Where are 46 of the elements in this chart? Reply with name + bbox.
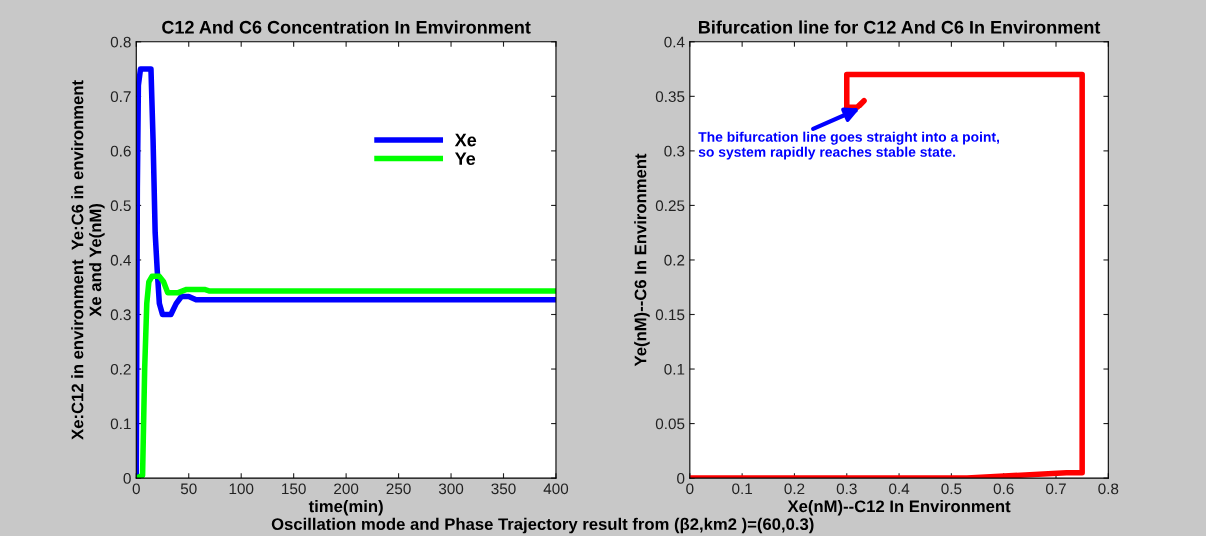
- y-tick-label: 0.2: [664, 254, 685, 266]
- y-tick-label: 0.2: [110, 363, 131, 375]
- x-tick-label: 0.4: [889, 483, 910, 495]
- x-axis-title: Xe(nM)--C12 In Environment: [787, 499, 1011, 516]
- y-tick-label: 0.3: [110, 309, 131, 321]
- y-tick-label: 0.7: [110, 91, 131, 103]
- x-tick-label: 300: [438, 483, 464, 495]
- x-axis-title: time(min): [308, 499, 383, 516]
- annotation: The bifurcation line goes straight into a point, so system rapidly reaches stable state.: [698, 131, 999, 160]
- chart-title: Bifurcation line for C12 And C6 In Environment: [698, 20, 1101, 34]
- y-tick-label: 0.5: [110, 200, 131, 212]
- x-tick-label: 0.8: [1098, 483, 1119, 495]
- x-tick-label: 150: [282, 483, 306, 495]
- x-tick-label: 0.3: [836, 483, 857, 495]
- x-tick-label: 0.5: [941, 483, 962, 495]
- x-tick-label: 200: [334, 483, 359, 495]
- x-tick-label: 400: [543, 483, 569, 495]
- y-tick-label: 0: [123, 472, 131, 484]
- text: Oscillation mode and Phase Trajectory result from (β2,km2 )=(60,0.3): [271, 517, 814, 534]
- y-tick-label: 0.1: [110, 418, 131, 430]
- x-tick-label: 50: [180, 483, 197, 495]
- y-tick-label: 0.4: [110, 254, 131, 266]
- y-tick-label: 0.1: [664, 363, 685, 375]
- y-tick-label: 0.35: [655, 91, 685, 103]
- y-tick-label: 0.25: [655, 200, 685, 212]
- x-tick-label: 0: [132, 483, 140, 495]
- y-tick-label: 0.15: [655, 309, 685, 321]
- y-tick-label: 0: [677, 472, 685, 484]
- x-tick-label: 250: [386, 483, 411, 495]
- x-tick-label: 0.1: [732, 483, 753, 495]
- x-tick-label: 0.2: [784, 483, 805, 495]
- y-axis-title: Xe:C12 in environment Ye:C6 in environment Xe and Ye(nM): [71, 80, 105, 440]
- x-tick-label: 0.7: [1045, 483, 1066, 495]
- x-tick-label: 100: [229, 483, 254, 495]
- chart-title: C12 And C6 Concentration In Emvironment: [162, 20, 531, 34]
- y-tick-label: 0.8: [110, 36, 131, 48]
- x-tick-label: 0: [686, 483, 694, 495]
- y-tick-label: 0.4: [664, 36, 685, 48]
- y-tick-label: 0.6: [110, 145, 131, 157]
- y-tick-label: 0.3: [664, 145, 685, 157]
- legend-label: Ye: [454, 152, 476, 166]
- y-tick-label: 0.05: [655, 418, 685, 430]
- x-tick-label: 350: [491, 483, 516, 495]
- legend-label: Xe: [454, 133, 477, 147]
- y-axis-title: Ye(nM)--C6 In Environment: [634, 153, 650, 367]
- x-tick-label: 0.6: [993, 483, 1014, 495]
